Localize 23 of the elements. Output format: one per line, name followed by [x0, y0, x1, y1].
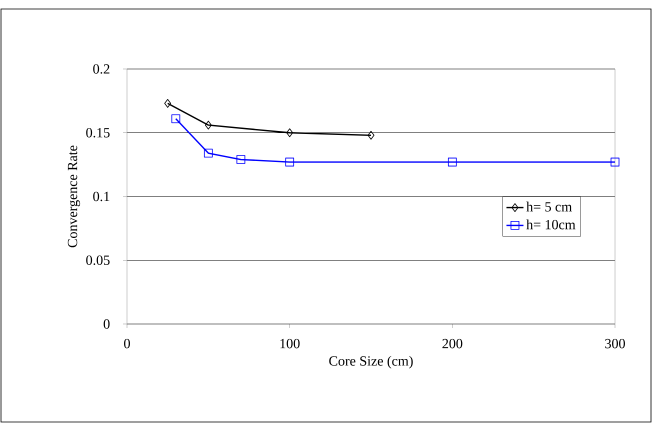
- x-tick-label: 100: [280, 338, 300, 348]
- x-tick-label: 0: [124, 338, 130, 348]
- y-axis-title: Convergence Rate: [68, 146, 80, 248]
- x-tick-label: 200: [442, 338, 462, 348]
- y-tick-label: 0.15: [86, 128, 110, 138]
- legend-label: h= 10cm: [526, 219, 576, 230]
- point: [164, 99, 172, 108]
- point: [204, 148, 213, 158]
- y-tick-label: 0.05: [86, 255, 110, 266]
- point: [286, 128, 294, 138]
- point: [236, 155, 246, 164]
- point: [285, 158, 294, 166]
- point: [171, 114, 180, 124]
- point: [610, 158, 620, 166]
- y-tick-label: 0: [104, 319, 110, 329]
- point: [204, 120, 212, 130]
- y-tick-label: 0.1: [93, 192, 110, 202]
- y-tick-label: 0.2: [93, 64, 110, 74]
- point: [368, 130, 374, 140]
- x-tick-label: 300: [605, 338, 625, 348]
- point: [448, 158, 457, 166]
- x-axis-title: Core Size (cm): [329, 356, 413, 369]
- legend-label: h= 5 cm: [526, 202, 572, 212]
